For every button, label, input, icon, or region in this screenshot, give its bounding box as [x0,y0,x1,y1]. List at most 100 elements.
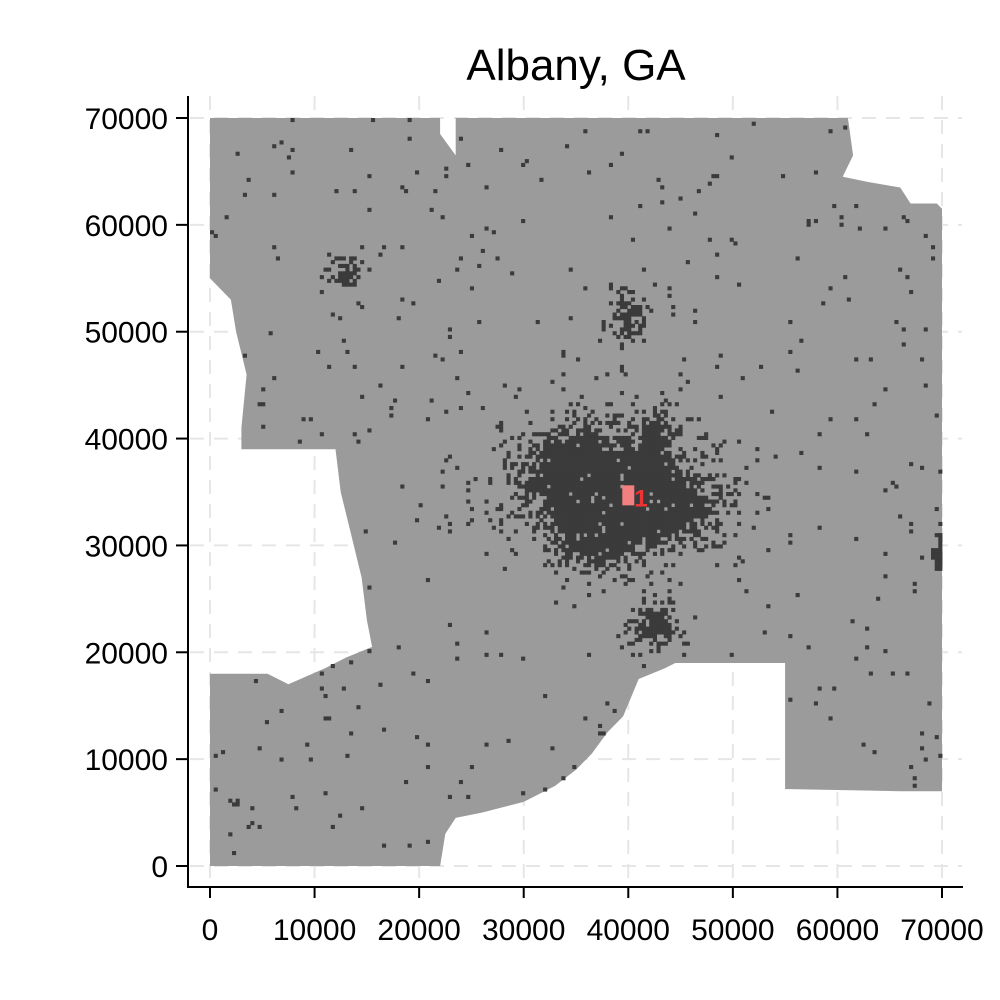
developed-pixel [623,540,628,545]
developed-pixel [718,492,723,497]
developed-pixel [627,544,632,549]
developed-pixel [546,548,551,553]
developed-pixel [638,652,643,657]
developed-pixel [689,518,694,523]
developed-pixel [711,458,716,463]
developed-pixel [583,514,588,519]
developed-pixel [638,454,643,459]
developed-pixel [682,529,687,534]
developed-pixel [488,518,493,523]
developed-pixel [506,473,511,478]
developed-pixel [645,518,650,523]
developed-pixel [645,305,650,310]
developed-pixel [587,170,592,175]
developed-pixel [682,507,687,512]
developed-pixel [762,630,767,635]
developed-pixel [682,514,687,519]
developed-pixel [667,529,672,534]
developed-pixel [517,480,522,485]
developed-pixel [572,439,577,444]
developed-pixel [341,271,346,276]
x-tick-label: 50000 [691,914,774,947]
developed-pixel [685,503,690,508]
developed-pixel [700,510,705,515]
developed-pixel [817,465,822,470]
developed-pixel [601,731,606,736]
y-tick-label: 0 [151,851,168,884]
developed-pixel [561,484,566,489]
developed-pixel [667,480,672,485]
developed-pixel [308,757,313,762]
developed-pixel [587,480,592,485]
developed-pixel [543,525,548,530]
developed-pixel [674,521,679,526]
developed-pixel [641,514,646,519]
developed-pixel [663,521,668,526]
developed-pixel [630,458,635,463]
developed-pixel [550,484,555,489]
developed-pixel [616,484,621,489]
developed-pixel [678,477,683,482]
developed-pixel [590,435,595,440]
developed-pixel [693,447,698,452]
developed-pixel [594,417,599,422]
developed-pixel [356,301,361,306]
y-tick-label: 30000 [85,530,168,563]
developed-pixel [634,454,639,459]
developed-pixel [693,320,698,325]
developed-pixel [645,439,650,444]
x-tick-label: 0 [202,914,219,947]
developed-pixel [623,469,628,474]
developed-pixel [704,477,709,482]
developed-pixel [715,544,720,549]
developed-pixel [554,518,559,523]
developed-pixel [649,488,654,493]
developed-pixel [652,544,657,549]
developed-pixel [660,465,665,470]
developed-pixel [660,540,665,545]
developed-pixel [634,305,639,310]
developed-pixel [583,462,588,467]
developed-pixel [652,533,657,538]
developed-pixel [623,529,628,534]
developed-pixel [652,462,657,467]
developed-pixel [645,447,650,452]
developed-pixel [546,462,551,467]
developed-pixel [663,458,668,463]
developed-pixel [619,297,624,302]
developed-pixel [290,147,295,152]
developed-pixel [616,316,621,321]
developed-pixel [638,637,643,642]
developed-pixel [652,540,657,545]
developed-pixel [656,439,661,444]
developed-pixel [616,555,621,560]
developed-pixel [524,488,529,493]
developed-pixel [565,469,570,474]
developed-pixel [667,622,672,627]
developed-pixel [565,492,570,497]
developed-pixel [868,671,873,676]
developed-pixel [667,507,672,512]
developed-pixel [689,465,694,470]
developed-pixel [605,533,610,538]
developed-pixel [572,514,577,519]
developed-pixel [561,555,566,560]
developed-pixel [568,462,573,467]
developed-pixel [634,450,639,455]
developed-pixel [561,510,566,515]
developed-pixel [682,492,687,497]
developed-pixel [645,607,650,612]
developed-pixel [561,424,566,429]
developed-pixel [737,282,742,287]
developed-pixel [854,204,859,209]
developed-pixel [565,499,570,504]
developed-pixel [652,507,657,512]
developed-pixel [652,525,657,530]
developed-pixel [718,495,723,500]
developed-pixel [290,794,295,799]
developed-pixel [524,499,529,504]
developed-pixel [583,716,588,721]
developed-pixel [608,447,613,452]
developed-pixel [360,394,365,399]
developed-pixel [557,465,562,470]
